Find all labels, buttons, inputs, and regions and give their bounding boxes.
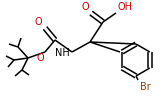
- Text: NH: NH: [55, 48, 70, 58]
- Text: O: O: [36, 53, 44, 63]
- Text: O: O: [34, 17, 42, 27]
- Text: O: O: [81, 2, 89, 12]
- Text: Br: Br: [140, 82, 151, 92]
- Text: OH: OH: [118, 2, 133, 12]
